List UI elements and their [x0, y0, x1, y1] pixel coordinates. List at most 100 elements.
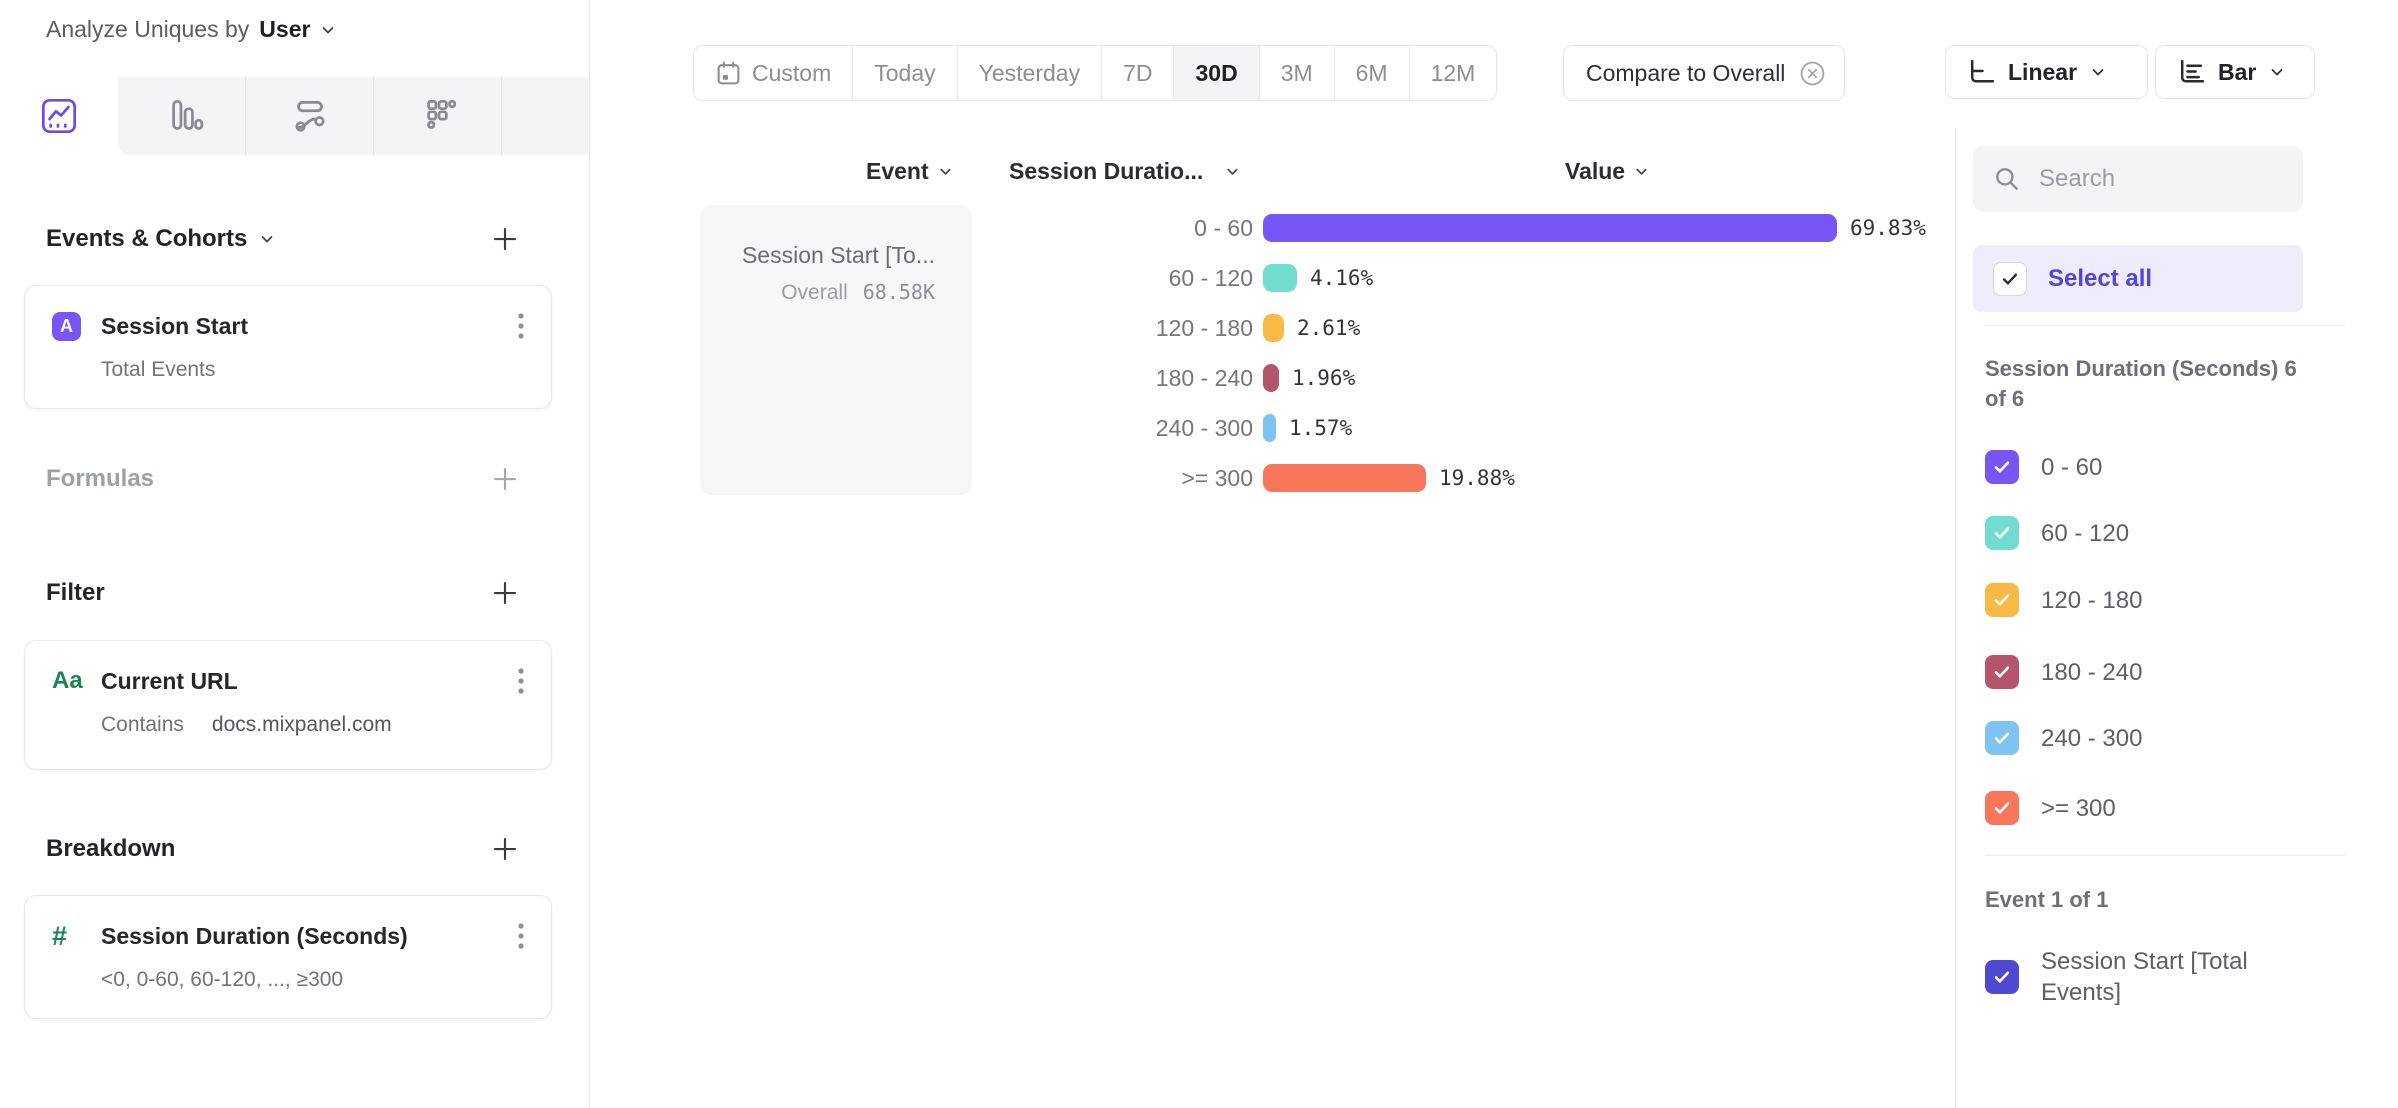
colored-checkbox[interactable]	[1985, 450, 2019, 484]
chart-type-button-label: Bar	[2218, 58, 2257, 85]
query-builder-panel: Analyze Uniques by User	[0, 0, 590, 1108]
add-filter-button[interactable]	[488, 576, 522, 610]
date-range-6m[interactable]: 6M	[1335, 46, 1410, 100]
filter-operator[interactable]: Contains	[101, 713, 184, 736]
colored-checkbox[interactable]	[1985, 516, 2019, 550]
column-header-value[interactable]: Value	[1565, 158, 1649, 185]
filter-card-menu-button[interactable]	[513, 665, 529, 697]
bucket-label: 120 - 180	[1155, 314, 1253, 341]
bar-gte-300[interactable]	[1263, 464, 1426, 492]
event-group-header: Event 1 of 1	[1985, 887, 2109, 912]
legend-item-240-300[interactable]: 240 - 300	[1985, 721, 2142, 755]
chevron-down-icon	[940, 168, 951, 175]
event-card-subtitle: Total Events	[101, 358, 216, 381]
date-range-7d[interactable]: 7D	[1102, 46, 1175, 100]
date-range-custom[interactable]: Custom	[694, 46, 854, 100]
calendar-icon	[717, 61, 740, 84]
line-chart-icon	[41, 98, 77, 134]
breakdown-card-menu-button[interactable]	[513, 920, 529, 952]
event-card-session-start[interactable]: A Session Start Total Events	[24, 285, 552, 409]
analyze-uniques-selector[interactable]: Analyze Uniques by User	[46, 16, 336, 43]
chart-type-selector-button[interactable]: Bar	[2155, 45, 2315, 99]
formulas-section-title: Formulas	[46, 465, 154, 493]
add-event-button[interactable]	[488, 222, 522, 256]
bar-value-label: 69.83%	[1850, 216, 1926, 240]
colored-checkbox[interactable]	[1985, 960, 2019, 994]
scale-selector-button[interactable]: Linear	[1945, 45, 2148, 99]
legend-item-180-240[interactable]: 180 - 240	[1985, 655, 2142, 689]
legend-item-label: 60 - 120	[2041, 519, 2130, 547]
breakdown-card-title: Session Duration (Seconds)	[101, 922, 408, 949]
breakdown-card-buckets: <0, 0-60, 60-120, ..., ≥300	[101, 968, 344, 991]
date-range-yesterday[interactable]: Yesterday	[958, 46, 1103, 100]
add-formula-button[interactable]	[488, 462, 522, 496]
chevron-down-icon	[1227, 168, 1238, 175]
legend-item-label: Session Start [Total Events]	[2041, 948, 2248, 1006]
events-section-header: Events & Cohorts	[46, 222, 522, 256]
legend-item-gte-300[interactable]: >= 300	[1985, 791, 2116, 825]
bar-60-120[interactable]	[1263, 264, 1297, 292]
event-group-cell[interactable]: Session Start [To... Overall 68.58K	[700, 205, 972, 495]
chevron-down-icon	[323, 26, 334, 33]
legend-item-0-60[interactable]: 0 - 60	[1985, 450, 2102, 484]
bar-0-60[interactable]	[1263, 214, 1837, 242]
breakdown-card-session-duration[interactable]: # Session Duration (Seconds) <0, 0-60, 6…	[24, 895, 552, 1019]
date-range-3m[interactable]: 3M	[1260, 46, 1335, 100]
legend-search-input[interactable]	[2037, 164, 2281, 194]
bar-value-label: 4.16%	[1310, 266, 1374, 290]
remove-compare-icon[interactable]	[1799, 60, 1826, 87]
check-icon	[1994, 802, 2010, 814]
tab-metrics[interactable]	[374, 77, 502, 155]
colored-checkbox[interactable]	[1985, 721, 2019, 755]
bar-value-label: 1.96%	[1292, 366, 1356, 390]
bar-180-240[interactable]	[1263, 364, 1279, 392]
bar-value-label: 2.61%	[1297, 316, 1361, 340]
tab-flow[interactable]	[246, 77, 374, 155]
events-section-title[interactable]: Events & Cohorts	[46, 225, 275, 253]
column-header-event[interactable]: Event	[866, 158, 953, 185]
bucket-label: >= 300	[1181, 464, 1253, 491]
chart-type-tab-strip	[118, 77, 589, 155]
event-group-title: Session Start [To...	[741, 242, 935, 268]
date-range-12m[interactable]: 12M	[1410, 46, 1497, 100]
colored-checkbox[interactable]	[1985, 791, 2019, 825]
tab-insights-line[interactable]	[0, 77, 118, 155]
bar-240-300[interactable]	[1263, 414, 1276, 442]
legend-search-box[interactable]	[1973, 146, 2303, 212]
chart-row: 240 - 300 1.57%	[1000, 414, 1352, 442]
column-breakdown-label: Session Duratio...	[1009, 158, 1204, 184]
bucket-label: 0 - 60	[1194, 214, 1253, 241]
date-range-yesterday-label: Yesterday	[978, 59, 1081, 86]
legend-item-session-start[interactable]: Session Start [Total Events]	[1985, 946, 2291, 1008]
select-all-row[interactable]: Select all	[1973, 245, 2303, 312]
filter-value[interactable]: docs.mixpanel.com	[211, 713, 392, 736]
column-event-label: Event	[866, 158, 929, 184]
legend-item-120-180[interactable]: 120 - 180	[1985, 583, 2142, 617]
chart-row: 180 - 240 1.96%	[1000, 364, 1355, 392]
date-range-today[interactable]: Today	[853, 46, 958, 100]
filter-card-current-url[interactable]: Aa Current URL Contains docs.mixpanel.com	[24, 640, 552, 770]
column-value-label: Value	[1565, 158, 1626, 184]
chevron-down-icon	[1636, 168, 1647, 175]
analyze-entity-value: User	[259, 16, 311, 42]
chevron-down-icon	[2092, 69, 2104, 76]
colored-checkbox[interactable]	[1985, 655, 2019, 689]
add-breakdown-button[interactable]	[488, 832, 522, 866]
column-header-breakdown[interactable]: Session Duratio...	[1009, 158, 1240, 185]
event-letter-badge: A	[52, 311, 81, 341]
kebab-menu-icon	[518, 668, 524, 694]
bar-chart-icon	[171, 100, 203, 130]
date-range-30d-selected[interactable]: 30D	[1174, 46, 1260, 100]
chevron-down-icon	[2271, 69, 2283, 76]
compare-to-overall-chip[interactable]: Compare to Overall	[1563, 45, 1846, 101]
legend-item-60-120[interactable]: 60 - 120	[1985, 516, 2129, 550]
select-all-checkbox[interactable]	[1993, 261, 2027, 296]
select-all-label: Select all	[2048, 264, 2153, 292]
bar-120-180[interactable]	[1263, 314, 1284, 342]
chart-row: 0 - 60 69.83%	[1000, 214, 1926, 242]
colored-checkbox[interactable]	[1985, 583, 2019, 617]
bar-value-label: 19.88%	[1439, 466, 1515, 490]
tab-bar-chart[interactable]	[118, 77, 246, 155]
event-card-menu-button[interactable]	[513, 310, 529, 342]
